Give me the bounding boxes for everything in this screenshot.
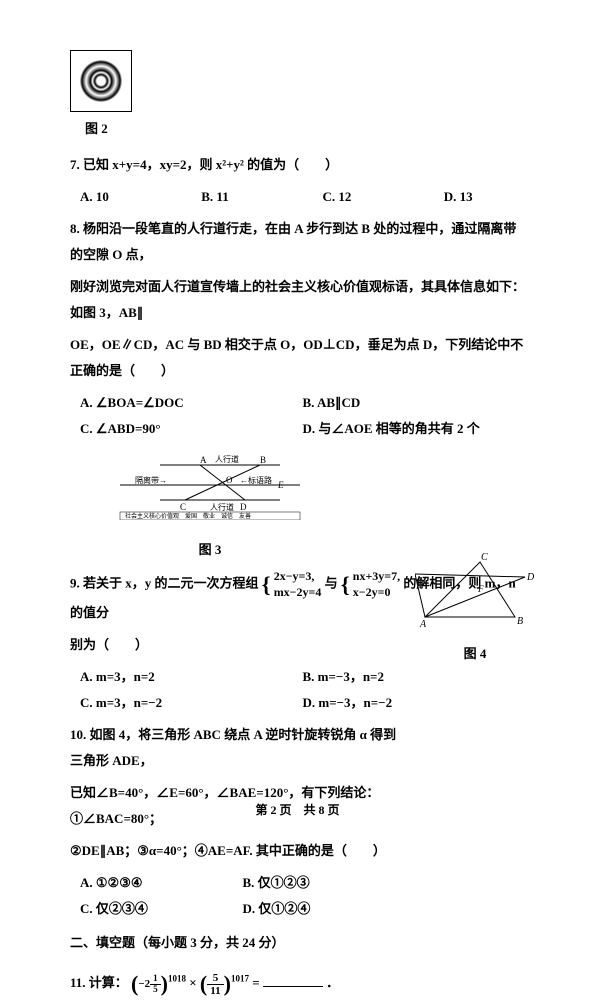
q11-den2: 11 (207, 985, 223, 997)
q8-line2: 刚好浏览完对面人行道宣传墙上的社会主义核心价值观标语，其具体信息如下：如图 3，… (70, 274, 525, 326)
svg-text:D: D (526, 572, 535, 583)
paren-left-icon: ( (131, 971, 138, 996)
q11-den1: 5 (150, 985, 161, 995)
svg-text:F: F (477, 584, 484, 594)
svg-text:←标语路: ←标语路 (240, 475, 272, 485)
q8-opt-b: B. AB∥CD (303, 390, 526, 416)
figure3-caption: 图 3 (110, 537, 310, 563)
q9-sys1-l1: 2x−y=3, (274, 569, 315, 583)
q10-line1: 10. 如图 4，将三角形 ABC 绕点 A 逆时针旋转锐角 α 得到三角形 A… (70, 722, 525, 774)
section2-heading: 二、填空题（每小题 3 分，共 24 分） (70, 930, 525, 956)
q8-opt-d: D. 与∠AOE 相等的角共有 2 个 (303, 416, 526, 442)
q7-opt-c: C. 12 (323, 184, 404, 210)
paren-right-icon: ) (161, 971, 168, 996)
q10-opt-a: A. ①②③④ (80, 870, 243, 896)
paren-left-icon: ( (200, 971, 207, 996)
q11-exp2: 1017 (231, 974, 249, 984)
q11-num2: 5 (207, 972, 223, 985)
q8-line3: OE，OE∥CD，AC 与 BD 相交于点 O，OD⊥CD，垂足为点 D，下列结… (70, 332, 525, 384)
q7-opt-b: B. 11 (201, 184, 282, 210)
q11-end: ． (326, 975, 339, 990)
paren-right-icon: ) (224, 971, 231, 996)
q9-opt-d: D. m=−3，n=−2 (303, 690, 526, 716)
svg-text:社会主义核心价值观 爱国 敬业 诚信 友善: 社会主义核心价值观 爱国 敬业 诚信 友善 (125, 512, 251, 520)
svg-text:D: D (240, 502, 247, 512)
q10-line3: ②DE∥AB；③α=40°；④AE=AF. 其中正确的是（ ） (70, 838, 525, 864)
q9-opt-b: B. m=−3，n=2 (303, 664, 526, 690)
q11-exp1: 1018 (168, 974, 186, 984)
q10-opt-b: B. 仅①②③ (243, 870, 406, 896)
q7-opt-d: D. 13 (444, 184, 525, 210)
figure2-caption: 图 2 (70, 116, 525, 142)
q11-eq: = (252, 975, 259, 990)
q10-opt-d: D. 仅①②④ (243, 896, 406, 922)
q8-line1: 8. 杨阳沿一段笔直的人行道行走，在由 A 步行到达 B 处的过程中，通过隔离带… (70, 216, 525, 268)
svg-text:人行道: 人行道 (210, 502, 234, 512)
q11-blank (263, 986, 323, 987)
q9-sys2-l1: nx+3y=7, (353, 569, 400, 583)
figure3-diagram: A B 人行道 O 隔离带→ ←标语路 E C D 人行道 社会主义核心价值观 … (110, 450, 310, 529)
q9-sys2-l2: x−2y=0 (353, 585, 391, 599)
q9-mid: 与 (325, 576, 338, 591)
svg-text:C: C (180, 502, 186, 512)
q8-opt-c: C. ∠ABD=90° (80, 416, 303, 442)
figure4: C D E A B F 图 4 (415, 552, 535, 667)
q11-num1: 1 (150, 974, 161, 985)
q9-opt-c: C. m=3，n=−2 (80, 690, 303, 716)
q9-opt-a: A. m=3，n=2 (80, 664, 303, 690)
q10-opt-c: C. 仅②③④ (80, 896, 243, 922)
q8-opt-a: A. ∠BOA=∠DOC (80, 390, 303, 416)
svg-text:A: A (200, 455, 207, 465)
q11-times: × (189, 975, 196, 990)
q11-frac2: 511 (207, 972, 223, 997)
q9-pre: 9. 若关于 x，y 的二元一次方程组 (70, 576, 259, 591)
svg-text:C: C (481, 552, 488, 563)
q11-int1: −2 (138, 978, 150, 990)
brace-icon: { (341, 577, 350, 592)
q11-frac1: −215 (138, 974, 160, 995)
q7-opt-a: A. 10 (80, 184, 161, 210)
brace-icon: { (262, 577, 271, 592)
q9-system1: { 2x−y=3, mx−2y=4 (262, 569, 322, 600)
q7-options: A. 10 B. 11 C. 12 D. 13 (80, 184, 525, 210)
svg-text:人行道: 人行道 (215, 454, 239, 464)
q10-options: A. ①②③④ B. 仅①②③ C. 仅②③④ D. 仅①②④ (80, 870, 525, 922)
q11-pre: 11. 计算： (70, 975, 128, 990)
svg-text:E: E (277, 480, 284, 490)
q7-text: 7. 已知 x+y=4，xy=2，则 x²+y² 的值为（ ） (70, 152, 525, 178)
figure2-image (70, 50, 132, 112)
page-footer: 第 2 页 共 8 页 (0, 798, 595, 822)
q8-options: A. ∠BOA=∠DOC B. AB∥CD C. ∠ABD=90° D. 与∠A… (80, 390, 525, 442)
q9-sys1-l2: mx−2y=4 (274, 585, 322, 599)
svg-text:B: B (260, 455, 266, 465)
q11-text: 11. 计算： (−215)1018 × (511)1017 = ． (70, 962, 525, 1006)
figure4-caption: 图 4 (415, 641, 535, 667)
svg-text:B: B (517, 616, 523, 627)
q9-options: A. m=3，n=2 B. m=−3，n=2 C. m=3，n=−2 D. m=… (80, 664, 525, 716)
svg-text:隔离带→: 隔离带→ (135, 475, 167, 485)
svg-text:A: A (419, 619, 427, 630)
q9-system2: { nx+3y=7, x−2y=0 (341, 569, 400, 600)
